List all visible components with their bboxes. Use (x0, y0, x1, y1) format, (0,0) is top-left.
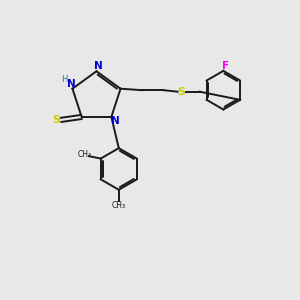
Text: S: S (177, 87, 185, 97)
Text: CH₃: CH₃ (78, 151, 92, 160)
Text: N: N (94, 61, 102, 71)
Text: N: N (111, 116, 120, 125)
Text: F: F (222, 61, 229, 71)
Text: H: H (61, 75, 67, 84)
Text: CH₃: CH₃ (112, 201, 126, 210)
Text: N: N (67, 79, 75, 89)
Text: S: S (52, 115, 60, 125)
